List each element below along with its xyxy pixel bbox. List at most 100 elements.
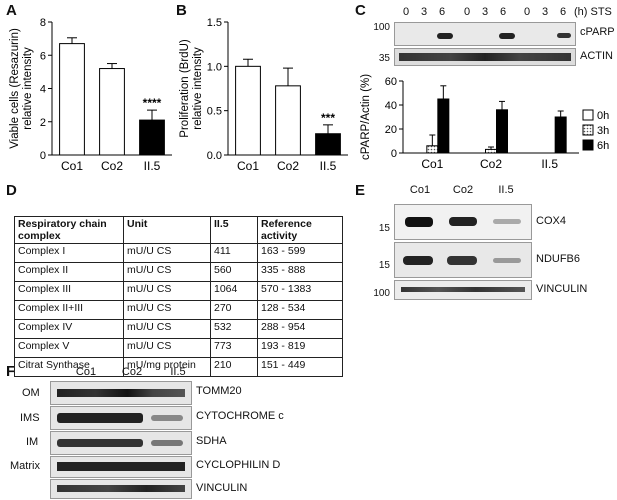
chart-c-cparp-actin: 0 20 40 60 Co1 Co2 II.5 cPARP/Actin (%) 0h 3h 6h xyxy=(360,74,609,171)
panel-letter-f: F xyxy=(6,363,16,380)
panel-c-blot: 0 3 6 0 3 6 0 3 6 (h) STS 100 35 cPARP ACTIN xyxy=(360,0,617,70)
blot-vinculin-e xyxy=(394,280,532,300)
bar xyxy=(235,65,261,156)
th-reference: Reference activity xyxy=(257,216,343,244)
bar xyxy=(139,119,165,156)
table-cell: mU/U CS xyxy=(123,338,211,358)
label-cyclophilin-d: CYCLOPHILIN D xyxy=(196,459,281,471)
y-tick-label: 0.5 xyxy=(207,106,222,118)
chart-a-viable-cells: 0 2 4 6 8 Co1 Co2 II.5 **** Viable cells (Resazur… xyxy=(9,17,172,173)
lane-co1: Co1 xyxy=(409,184,431,196)
table-cell: Complex II+III xyxy=(14,300,124,320)
x-tick-label: II.5 xyxy=(541,157,558,171)
time-point-label: 0 xyxy=(523,6,531,18)
table-header-row: Respiratory chain complex Unit II.5 Refe… xyxy=(14,216,343,244)
x-tick-label: Co1 xyxy=(237,159,259,173)
table-cell: mU/U CS xyxy=(123,300,211,320)
y-tick-label: 0 xyxy=(40,150,46,162)
lane-co2-f: Co2 xyxy=(121,366,143,378)
legend-label: 3h xyxy=(597,125,609,137)
table-cell: 128 - 534 xyxy=(257,300,343,320)
table-cell: Complex I xyxy=(14,243,124,263)
significance-label: **** xyxy=(143,96,162,110)
panel-letter-d: D xyxy=(6,182,17,199)
chart-b-proliferation: 0.0 0.5 1.0 1.5 Co1 Co2 II.5 *** Proliferation (… xyxy=(179,17,348,173)
x-tick-label: II.5 xyxy=(320,159,337,173)
y-tick-label: 4 xyxy=(40,84,46,96)
bar xyxy=(496,109,508,154)
bar xyxy=(554,116,567,154)
significance-label: *** xyxy=(321,111,335,125)
y-tick-label: 60 xyxy=(385,76,397,88)
marker-35: 35 xyxy=(378,53,390,64)
x-tick-label: Co2 xyxy=(480,157,502,171)
label-cox4: COX4 xyxy=(536,215,566,227)
legend-swatch xyxy=(582,109,594,121)
panel-letter-b: B xyxy=(176,2,187,19)
table-cell: 570 - 1383 xyxy=(257,281,343,301)
x-tick-label: Co1 xyxy=(61,159,83,173)
th-unit: Unit xyxy=(123,216,211,244)
compartment-im: IM xyxy=(26,436,39,448)
marker-15b: 15 xyxy=(378,260,390,271)
table-cell: Complex V xyxy=(14,338,124,358)
bar xyxy=(315,133,341,156)
y-axis-label: Viable cells (Resazurin) xyxy=(9,28,21,149)
blot-sdha xyxy=(50,431,192,455)
marker-100: 100 xyxy=(373,22,390,33)
table-cell: Complex II xyxy=(14,262,124,282)
blot-vinculin-f xyxy=(50,479,192,499)
label-vinculin-e: VINCULIN xyxy=(536,283,588,295)
y-tick-label: 40 xyxy=(385,100,397,112)
y-tick-label: 1.0 xyxy=(207,61,222,73)
marker-100-e: 100 xyxy=(373,288,390,299)
x-tick-label: II.5 xyxy=(144,159,161,173)
band xyxy=(437,33,453,39)
legend-label: 0h xyxy=(597,110,609,122)
panel-f-blot: Co1 Co2 II.5 OM IMS IM Matrix TOMM20 CYT… xyxy=(10,363,330,500)
label-actin: ACTIN xyxy=(580,50,613,62)
y-tick-label: 1.5 xyxy=(207,17,222,29)
time-unit-label: (h) STS xyxy=(574,6,612,18)
compartment-om: OM xyxy=(22,387,40,399)
legend-swatch xyxy=(582,139,594,151)
bar xyxy=(59,43,85,156)
table-cell: Complex III xyxy=(14,281,124,301)
legend-label: 6h xyxy=(597,140,609,152)
table-cell: 151 - 449 xyxy=(257,357,343,377)
y-axis-label: relative intensity xyxy=(192,47,204,130)
y-tick-label: 0.0 xyxy=(207,150,222,162)
time-point-label: 0 xyxy=(402,6,410,18)
y-tick-label: 6 xyxy=(40,50,46,62)
bar xyxy=(275,85,301,156)
table-row: Complex III mU/U CS 1064 570 - 1383 xyxy=(14,281,343,301)
time-point-label: 3 xyxy=(481,6,489,18)
table-cell: mU/U CS xyxy=(123,281,211,301)
table-row: Complex II mU/U CS 560 335 - 888 xyxy=(14,262,343,282)
x-tick-label: Co1 xyxy=(421,157,443,171)
table-row: Complex II+III mU/U CS 270 128 - 534 xyxy=(14,300,343,320)
label-ndufb6: NDUFB6 xyxy=(536,253,581,265)
label-tomm20: TOMM20 xyxy=(196,385,242,397)
y-tick-label: 8 xyxy=(40,17,46,29)
table-cell: 288 - 954 xyxy=(257,319,343,339)
time-point-label: 6 xyxy=(499,6,507,18)
time-point-label: 6 xyxy=(559,6,567,18)
label-sdha: SDHA xyxy=(196,435,227,447)
bar xyxy=(437,98,450,154)
y-axis-label: cPARP/Actin (%) xyxy=(360,74,372,160)
label-cparp: cPARP xyxy=(580,26,615,38)
table-cell: 1064 xyxy=(210,281,258,301)
table-row: Complex IV mU/U CS 532 288 - 954 xyxy=(14,319,343,339)
x-tick-label: Co2 xyxy=(101,159,123,173)
table-cell: mU/U CS xyxy=(123,262,211,282)
lane-co1-f: Co1 xyxy=(75,366,97,378)
th-complex: Respiratory chain complex xyxy=(14,216,124,244)
blot-cytochrome-c xyxy=(50,406,192,430)
respiratory-chain-table: Respiratory chain complex Unit II.5 Refe… xyxy=(14,216,343,377)
x-tick-label: Co2 xyxy=(277,159,299,173)
blot-actin xyxy=(394,48,576,66)
table-cell: mU/U CS xyxy=(123,319,211,339)
y-axis-label: Proliferation (BrdU) xyxy=(179,39,191,138)
time-point-label: 3 xyxy=(541,6,549,18)
